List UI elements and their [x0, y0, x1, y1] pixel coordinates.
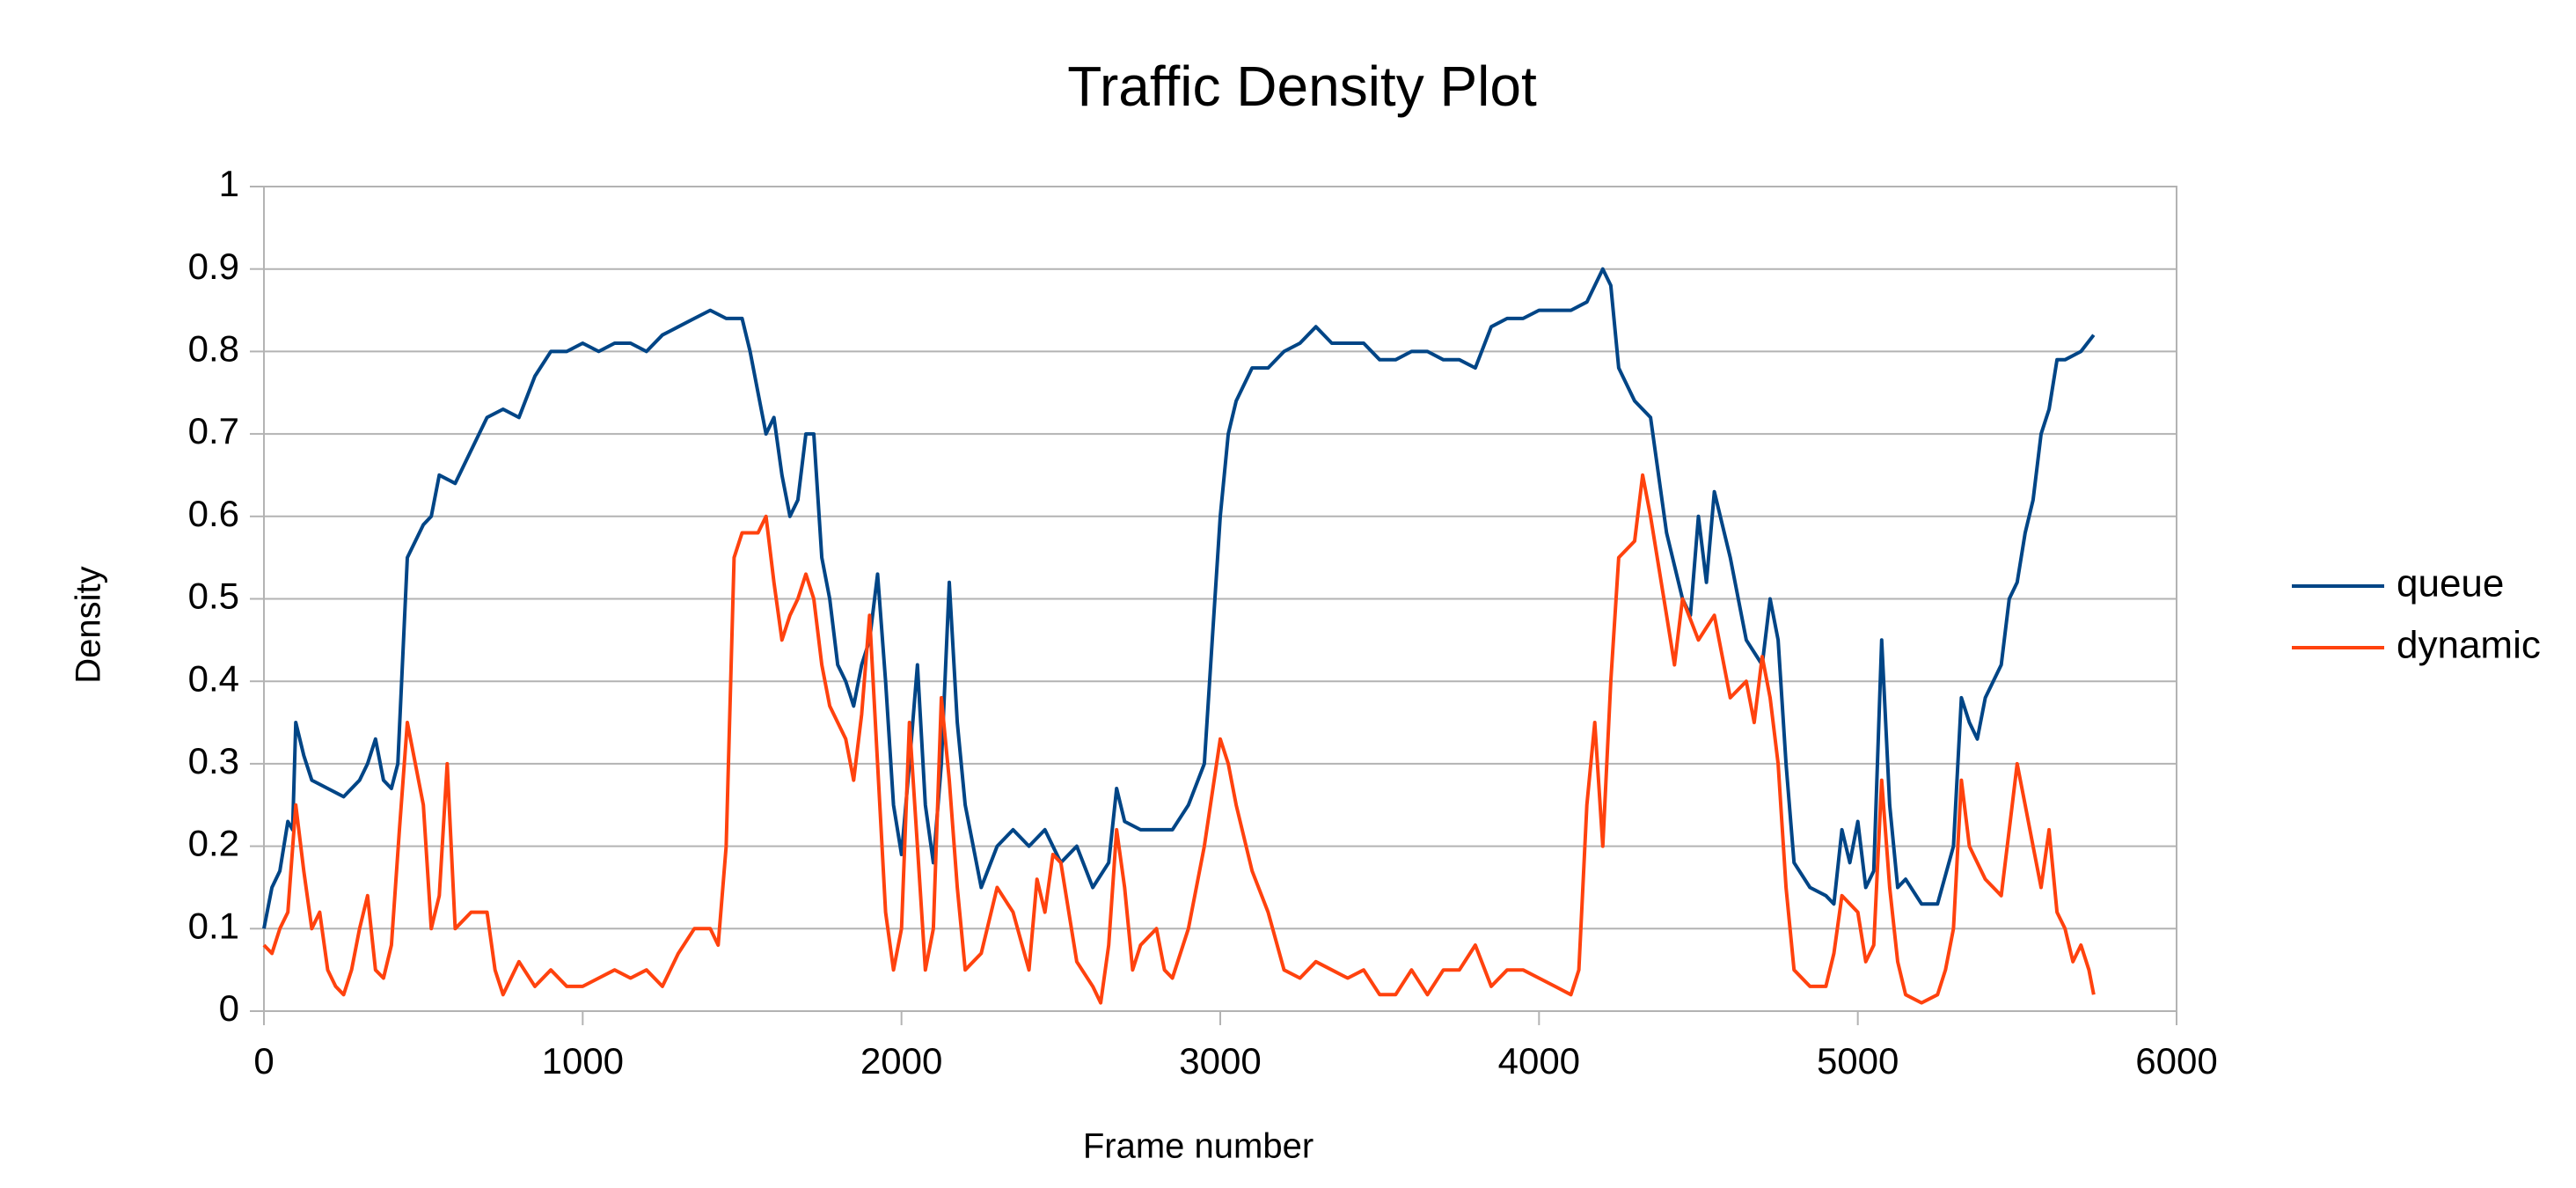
- x-tick-label: 6000: [2135, 1040, 2217, 1082]
- series-line: [262, 267, 2096, 929]
- y-tick-label: 0.6: [188, 493, 239, 534]
- y-tick-label: 0.8: [188, 327, 239, 369]
- x-axis-label: Frame number: [1083, 1127, 1314, 1166]
- x-tick-label: 5000: [1817, 1040, 1899, 1082]
- y-tick-label: 0.4: [188, 657, 239, 699]
- y-tick-label: 0.9: [188, 246, 239, 287]
- y-tick-label: 1: [219, 163, 239, 204]
- plot-frame: [263, 186, 2177, 1012]
- x-tick-label: 2000: [860, 1040, 942, 1082]
- y-tick-label: 0.7: [188, 410, 239, 451]
- y-axis-label: Density: [70, 566, 108, 683]
- y-tick-label: 0.3: [188, 740, 239, 781]
- legend-label: queue: [2397, 562, 2504, 605]
- x-tick-label: 0: [253, 1040, 274, 1082]
- y-tick-label: 0: [219, 987, 239, 1029]
- legend-label: dynamic: [2397, 624, 2541, 667]
- x-tick-label: 3000: [1179, 1040, 1261, 1082]
- x-tick-label: 4000: [1498, 1040, 1580, 1082]
- y-tick-label: 0.1: [188, 905, 239, 946]
- y-tick-label: 0.5: [188, 576, 239, 617]
- series-line: [262, 473, 2096, 1005]
- x-tick-label: 1000: [542, 1040, 624, 1082]
- y-tick-label: 0.2: [188, 823, 239, 864]
- chart-title: Traffic Density Plot: [1067, 55, 1537, 118]
